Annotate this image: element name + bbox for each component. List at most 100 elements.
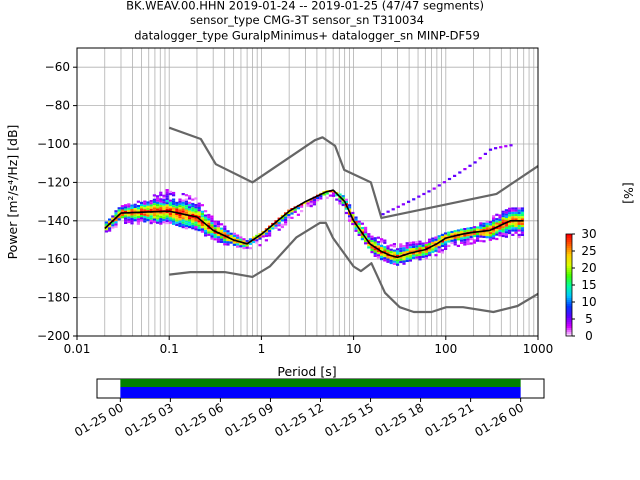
histogram-cell (306, 200, 310, 203)
histogram-cell (492, 237, 496, 240)
histogram-cell (213, 238, 217, 241)
histogram-cell (143, 207, 147, 210)
histogram-cell (386, 249, 390, 252)
histogram-cell (389, 250, 393, 254)
histogram-cell (194, 210, 198, 213)
histogram-cell (504, 224, 508, 227)
histogram-cell (204, 232, 208, 235)
histogram-cell (168, 212, 172, 215)
histogram-cell (402, 258, 406, 261)
histogram-cell (172, 200, 176, 203)
histogram-cell (120, 209, 124, 212)
histogram-cell (168, 206, 172, 209)
histogram-cell (421, 253, 425, 256)
histogram-cell (389, 261, 393, 265)
histogram-cell (412, 248, 416, 251)
histogram-cell (143, 209, 147, 212)
histogram-cell (396, 254, 400, 257)
histogram-cell (213, 233, 217, 236)
histogram-cell (255, 239, 259, 242)
histogram-cell (511, 207, 515, 210)
histogram-cell (159, 202, 163, 205)
histogram-cell (248, 247, 252, 250)
histogram-cell (357, 222, 361, 225)
histogram-cell (296, 213, 300, 216)
histogram-cell (357, 220, 361, 223)
histogram-cell (392, 251, 396, 254)
histogram-cell (514, 218, 518, 221)
colorbar-ticks: 0 5 10 15 20 25 30 (572, 227, 597, 343)
histogram-cell (431, 248, 435, 251)
histogram-cell (111, 226, 115, 229)
histogram-cell (415, 256, 419, 259)
histogram-cell (367, 239, 371, 242)
histogram-cell (146, 203, 150, 206)
histogram-cell (466, 229, 470, 232)
histogram-cell (492, 235, 496, 238)
histogram-cell (165, 193, 169, 196)
colorbar-tick-label: 0 (585, 329, 593, 343)
histogram-cell (408, 248, 412, 251)
colorbar-segment (566, 310, 572, 313)
histogram-cell (162, 205, 166, 208)
histogram-cell (156, 215, 160, 218)
histogram-cell (204, 210, 208, 213)
histogram-cell (511, 220, 515, 223)
histogram-cell (421, 242, 425, 245)
histogram-cell (440, 240, 444, 243)
histogram-cell (444, 245, 448, 248)
histogram-cell (463, 228, 467, 231)
histogram-outlier-cell (396, 205, 400, 208)
histogram-cell (210, 222, 214, 225)
histogram-cell (354, 218, 358, 221)
histogram-cell (156, 219, 160, 222)
histogram-cell (181, 210, 185, 213)
colorbar-segment (566, 304, 572, 307)
histogram-cell (488, 221, 492, 224)
histogram-cell (136, 218, 140, 221)
histogram-cell (373, 237, 377, 240)
histogram-cell (396, 261, 400, 264)
histogram-cell (466, 234, 470, 237)
histogram-cell (514, 229, 518, 232)
histogram-cell (271, 225, 275, 228)
histogram-cell (172, 207, 176, 210)
histogram-cell (488, 234, 492, 237)
colorbar-segment (566, 300, 572, 303)
histogram-cell (216, 229, 220, 232)
histogram-cell (229, 239, 233, 242)
histogram-cell (392, 262, 396, 265)
histogram-cell (264, 234, 268, 237)
histogram-cell (383, 257, 387, 260)
colorbar-segment (566, 234, 572, 237)
histogram-outlier-cell (463, 168, 467, 171)
histogram-cell (159, 200, 163, 203)
histogram-cell (453, 236, 457, 239)
histogram-cell (520, 222, 524, 225)
histogram-cell (520, 211, 524, 214)
histogram-cell (380, 249, 384, 252)
histogram-cell (399, 252, 403, 255)
histogram-cell (197, 209, 201, 212)
histogram-cell (466, 227, 470, 230)
colorbar-segment (566, 306, 572, 309)
histogram-cell (168, 217, 172, 220)
histogram-cell (162, 201, 166, 204)
histogram-cell (149, 202, 153, 205)
histogram-outlier-cell (447, 177, 452, 181)
histogram-cell (223, 238, 227, 241)
colorbar-segment (566, 298, 572, 301)
y-axis-ticks: −200 −180 −160 −140 −120 −100 −80 −60 (37, 60, 77, 343)
histogram-cell (172, 191, 176, 195)
histogram-cell (223, 236, 227, 239)
histogram-outlier-cell (483, 152, 487, 155)
timeline-tick-label: 01-25 09 (222, 400, 276, 439)
histogram-cell (252, 240, 256, 244)
histogram-cell (236, 238, 240, 242)
histogram-cell (280, 219, 284, 222)
histogram-cell (152, 205, 156, 208)
histogram-cell (354, 229, 358, 232)
histogram-cell (488, 225, 492, 228)
histogram-outlier-cell (494, 147, 498, 150)
histogram-cell (482, 222, 486, 225)
